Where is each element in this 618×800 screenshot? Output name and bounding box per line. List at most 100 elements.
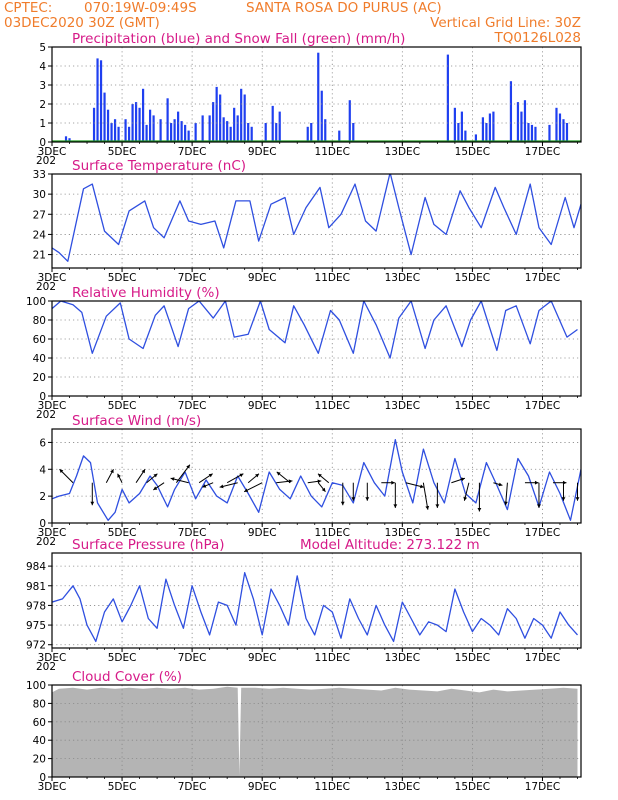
precip-bar [324, 119, 327, 142]
precip-bar [320, 90, 323, 142]
precip-bar [212, 102, 215, 142]
precip-bar [534, 126, 537, 142]
y-tick-label: 0 [39, 137, 46, 149]
precip-bar [278, 111, 281, 142]
precip-bar [520, 111, 523, 142]
x-tick-label: 7DEC [178, 781, 207, 793]
x-tick-label: 17DEC [525, 652, 560, 664]
precip-bar [145, 124, 148, 142]
x-tick-label: 17DEC [525, 146, 560, 158]
panel-title: Precipitation (blue) and Snow Fall (gree… [72, 31, 405, 47]
x-tick-label: 11DEC [315, 527, 350, 539]
x-tick-label: 15DEC [455, 400, 490, 412]
x-tick-label: 3DEC [38, 652, 67, 664]
precip-bar [208, 115, 211, 142]
cloud-cover-area [52, 686, 578, 777]
wind-arrow-head [498, 482, 503, 487]
y-tick-label: 40 [33, 735, 46, 747]
x-tick-label: 5DEC [108, 272, 137, 284]
panel-frame [51, 46, 582, 143]
y-tick-label: 100 [26, 296, 46, 308]
y-tick-label: 33 [33, 169, 46, 181]
precip-bar [474, 134, 478, 142]
wind-arrow-head [340, 501, 345, 506]
precip-bar [68, 138, 71, 142]
precip-bar [152, 115, 155, 142]
precip-bar [138, 107, 141, 142]
wind-arrow-head [321, 487, 326, 492]
wind-arrow-head [202, 484, 207, 488]
precip-bar [99, 60, 103, 142]
wind-arrow-head [425, 505, 430, 510]
x-tick-label: 15DEC [455, 652, 490, 664]
x-tick-label: 13DEC [385, 146, 420, 158]
header-grid-line: Vertical Grid Line: 30Z [430, 15, 581, 31]
precip-bar [485, 123, 488, 142]
y-tick-label: 1 [39, 118, 46, 130]
x-tick-label: 5DEC [108, 400, 137, 412]
x-tick-label: 11DEC [315, 272, 350, 284]
wind-arrow-head [219, 484, 224, 489]
wind-arrow-head [561, 497, 566, 501]
precip-bar [338, 130, 341, 142]
wind-arrow-head [503, 501, 508, 506]
x-tick-label: 15DEC [455, 527, 490, 539]
x-tick-label: 11DEC [315, 652, 350, 664]
plot-area-0 [52, 47, 581, 142]
precip-bar [127, 126, 131, 142]
y-tick-label: 981 [26, 581, 46, 593]
precip-bar [352, 123, 355, 142]
precip-bar [92, 107, 96, 142]
wind-arrow-head [90, 501, 95, 506]
x-tick-label: 5DEC [108, 781, 137, 793]
precip-bar [275, 123, 278, 142]
precip-bar [187, 130, 190, 142]
panel-title: Surface Wind (m/s) [72, 413, 201, 429]
y-tick-label: 21 [33, 250, 46, 262]
precip-bar [558, 113, 562, 142]
plot-area-3 [52, 429, 581, 523]
precip-bar [555, 107, 558, 142]
wind-arrow [422, 482, 429, 510]
x-year-label: 202 [36, 409, 56, 421]
x-tick-label: 3DEC [38, 400, 67, 412]
header-left1: CPTEC: [4, 0, 52, 16]
plot-area-4 [52, 553, 581, 648]
precip-bar [103, 92, 106, 142]
panel-title: Relative Humidity (%) [72, 285, 220, 301]
x-tick-label: 9DEC [248, 146, 277, 158]
wind-arrow-head [393, 504, 398, 508]
panel-frame [51, 173, 582, 269]
x-tick-label: 17DEC [525, 400, 560, 412]
y-tick-label: 24 [33, 229, 47, 241]
x-tick-label: 7DEC [178, 652, 207, 664]
x-tick-label: 9DEC [248, 400, 277, 412]
x-tick-label: 7DEC [178, 146, 207, 158]
y-tick-label: 60 [33, 717, 46, 729]
x-tick-label: 9DEC [248, 527, 277, 539]
wind-arrow-head [537, 504, 541, 508]
plot-area-2 [52, 301, 581, 396]
wind-arrow-head [365, 497, 370, 501]
precip-bar [264, 123, 267, 142]
wind-arrow-head [239, 473, 244, 478]
x-tick-label: 3DEC [38, 781, 67, 793]
y-tick-label: 978 [26, 600, 46, 612]
x-tick-label: 13DEC [385, 781, 420, 793]
wind-arrow-head [208, 473, 213, 478]
series-line [52, 572, 578, 643]
x-tick-label: 17DEC [525, 272, 560, 284]
wind-arrow-head [317, 479, 322, 484]
panel-frame [51, 684, 582, 778]
wind-arrow-head [276, 471, 281, 476]
panel-title: Cloud Cover (%) [72, 669, 182, 685]
y-tick-label: 80 [33, 315, 46, 327]
panel-1: 21 24 27 30 33 3DEC 5DEC 7DEC 9DEC 11DEC 13DEC 15DE… [33, 158, 582, 293]
wind-arrow-head [463, 496, 468, 501]
x-tick-label: 7DEC [178, 527, 207, 539]
precip-bar [509, 81, 513, 142]
y-tick-label: 2 [39, 99, 46, 111]
precip-bar [194, 123, 197, 142]
precip-bar [516, 102, 520, 142]
